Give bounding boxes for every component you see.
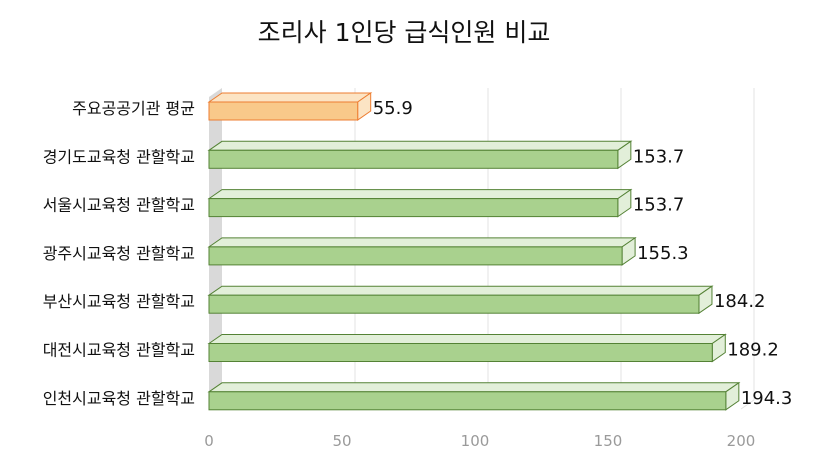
data-label: 55.9 bbox=[373, 98, 413, 119]
data-label: 153.7 bbox=[633, 146, 685, 167]
data-label: 184.2 bbox=[714, 291, 766, 312]
bar bbox=[207, 285, 714, 315]
bar-top-face bbox=[207, 285, 714, 296]
bar-top-face bbox=[207, 382, 741, 393]
bar-front-face bbox=[208, 246, 623, 266]
x-tick-label: 0 bbox=[204, 432, 214, 450]
bar-front-face bbox=[208, 294, 700, 314]
bar bbox=[207, 381, 741, 411]
bar-front-face bbox=[208, 391, 727, 411]
category-label: 대전시교육청 관할학교 bbox=[43, 341, 195, 360]
category-label: 광주시교육청 관할학교 bbox=[43, 244, 195, 263]
bar bbox=[207, 188, 633, 218]
bar bbox=[207, 92, 373, 121]
x-tick-label: 50 bbox=[332, 432, 351, 450]
x-tick-labels: 0 50 100 150 200 bbox=[204, 432, 755, 450]
gridline-floor bbox=[740, 399, 755, 410]
x-tick-label: 150 bbox=[594, 432, 623, 450]
data-label: 155.3 bbox=[637, 243, 689, 264]
bar-front-face bbox=[208, 149, 619, 169]
bar-top-face bbox=[207, 189, 633, 200]
bar-top-face bbox=[207, 334, 727, 344]
category-label: 주요공공기관 평균 bbox=[72, 99, 195, 118]
bar-front-face bbox=[208, 101, 359, 121]
x-tick-label: 200 bbox=[727, 432, 756, 450]
data-label: 153.7 bbox=[633, 195, 685, 216]
category-label: 서울시교육청 관할학교 bbox=[43, 196, 195, 215]
bar-top-face bbox=[207, 140, 633, 151]
bar-front-face bbox=[208, 343, 713, 362]
category-label: 경기도교육청 관할학교 bbox=[43, 147, 195, 166]
bars: 55.9 153.7 153.7 155.3 184.2 189.2 194.3 bbox=[207, 92, 793, 411]
category-label: 부산시교육청 관할학교 bbox=[43, 292, 195, 311]
bar bbox=[207, 140, 633, 170]
data-label: 194.3 bbox=[741, 388, 793, 409]
x-tick-label: 100 bbox=[461, 432, 490, 450]
bar-front-face bbox=[208, 198, 619, 218]
bar-top-face bbox=[207, 237, 637, 248]
category-label: 인천시교육청 관할학교 bbox=[43, 389, 195, 408]
chart-title: 조리사 1인당 급식인원 비교 bbox=[258, 18, 551, 47]
data-label: 189.2 bbox=[727, 340, 779, 361]
bar-top-face bbox=[207, 92, 373, 103]
bar bbox=[207, 236, 637, 266]
bar bbox=[207, 333, 727, 363]
